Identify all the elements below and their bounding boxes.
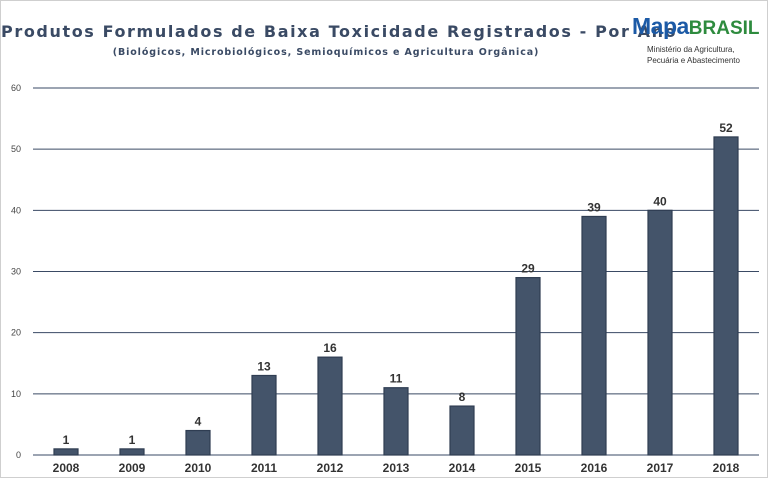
logo-wordmark: MapaBRASIL xyxy=(632,13,760,42)
bar xyxy=(317,356,343,456)
chart-title: Produtos Formulados de Baixa Toxicidade … xyxy=(1,22,678,41)
y-axis-ticks: 0 10 20 30 40 50 60 xyxy=(11,83,21,460)
y-tick-label: 10 xyxy=(11,389,21,399)
x-tick-label: 2015 xyxy=(515,461,542,475)
bar xyxy=(185,429,211,456)
data-label: 16 xyxy=(323,341,337,355)
bar xyxy=(581,215,607,456)
bar xyxy=(647,209,673,456)
data-label: 4 xyxy=(195,415,202,429)
mapa-brasil-logo: MapaBRASIL Ministério da Agricultura, Pe… xyxy=(632,13,760,68)
data-label: 11 xyxy=(390,372,403,386)
bar xyxy=(449,405,475,456)
bar xyxy=(515,277,541,456)
data-label: 40 xyxy=(653,194,667,208)
chart-subtitle: (Biológicos, Microbiológicos, Semioquími… xyxy=(112,47,540,58)
x-axis-ticks: 2008 2009 2010 2011 2012 2013 2014 2015 2016 2017… xyxy=(53,461,740,475)
logo-ministry-line1: Ministério da Agricultura, xyxy=(647,45,735,54)
data-label: 29 xyxy=(521,262,535,276)
y-tick-label: 40 xyxy=(11,205,21,215)
x-tick-label: 2011 xyxy=(251,461,277,475)
x-tick-label: 2014 xyxy=(449,461,476,475)
x-tick-label: 2008 xyxy=(53,461,80,475)
x-tick-label: 2010 xyxy=(185,461,212,475)
data-label: 13 xyxy=(257,359,271,373)
x-tick-label: 2012 xyxy=(317,461,344,475)
y-tick-label: 20 xyxy=(11,328,21,338)
data-label: 1 xyxy=(129,433,136,447)
logo-mapa-text: Mapa xyxy=(632,13,689,39)
data-label: 8 xyxy=(459,390,466,404)
gridlines xyxy=(33,87,759,456)
data-label: 1 xyxy=(63,433,70,447)
x-tick-label: 2017 xyxy=(647,461,674,475)
bar xyxy=(119,448,145,456)
y-tick-label: 30 xyxy=(11,267,21,277)
y-tick-label: 50 xyxy=(11,144,21,154)
data-label: 52 xyxy=(719,121,733,135)
x-tick-label: 2009 xyxy=(119,461,146,475)
bar xyxy=(251,374,277,456)
x-tick-label: 2018 xyxy=(713,461,740,475)
y-tick-label: 60 xyxy=(11,83,21,93)
logo-ministry-line2: Pecuária e Abastecimento xyxy=(647,56,740,65)
data-label: 39 xyxy=(587,200,601,214)
y-tick-label: 0 xyxy=(16,450,21,460)
bars xyxy=(53,136,739,456)
bar xyxy=(53,448,79,456)
bar xyxy=(383,387,409,456)
x-tick-label: 2016 xyxy=(581,461,608,475)
bar xyxy=(713,136,739,456)
logo-brasil-text: BRASIL xyxy=(688,18,760,39)
x-tick-label: 2013 xyxy=(383,461,410,475)
